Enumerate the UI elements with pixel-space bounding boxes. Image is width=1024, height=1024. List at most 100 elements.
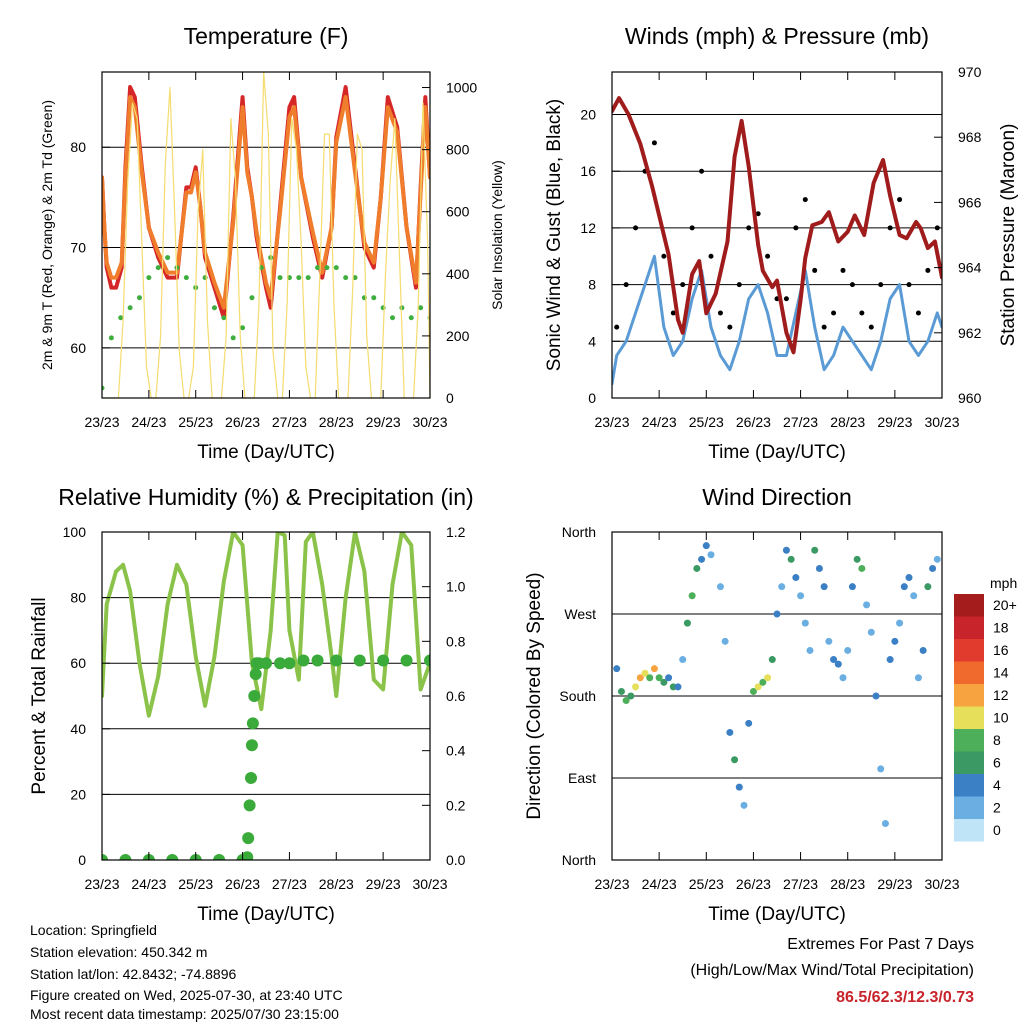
colorbar-title: mph bbox=[990, 575, 1017, 591]
point-dewpoint bbox=[221, 315, 227, 321]
wind-direction-point bbox=[834, 660, 842, 668]
wind-direction-point bbox=[683, 619, 691, 627]
point-gust bbox=[897, 197, 903, 203]
colorbar-swatch bbox=[954, 661, 984, 684]
point-dewpoint bbox=[240, 325, 246, 331]
y-tick-label: 12 bbox=[580, 220, 596, 236]
point-dewpoint bbox=[418, 305, 424, 311]
wind-direction-point bbox=[759, 678, 767, 686]
point-precip bbox=[213, 854, 226, 860]
point-gust bbox=[783, 296, 789, 302]
point-precip bbox=[166, 854, 179, 860]
wind-direction-point bbox=[702, 542, 710, 550]
y-tick-label: 70 bbox=[70, 240, 86, 256]
plot-frame bbox=[101, 71, 431, 399]
point-dewpoint bbox=[380, 305, 386, 311]
y-tick-label-right: 966 bbox=[958, 194, 982, 210]
x-tick-label: 27/23 bbox=[783, 414, 818, 430]
point-precip bbox=[297, 654, 310, 667]
y-tick-label: 80 bbox=[70, 590, 86, 606]
y-tick-label: 20 bbox=[70, 786, 86, 802]
point-gust bbox=[623, 282, 629, 288]
plot-frame bbox=[101, 531, 431, 861]
point-dewpoint bbox=[127, 305, 133, 311]
wind-direction-point bbox=[745, 719, 753, 727]
wind-direction-point bbox=[877, 765, 885, 773]
point-dewpoint bbox=[296, 275, 302, 281]
colorbar-label: 0 bbox=[993, 822, 1001, 838]
y-tick-label: 100 bbox=[63, 524, 87, 540]
point-precip bbox=[260, 657, 272, 670]
y-tick-label: North bbox=[562, 524, 596, 540]
wind-direction-point bbox=[665, 674, 673, 682]
point-gust bbox=[708, 253, 714, 259]
figure-created: Figure created on Wed, 2025-07-30, at 23… bbox=[30, 987, 343, 1003]
wind-direction-point bbox=[778, 583, 786, 591]
x-tick-label: 25/23 bbox=[689, 414, 724, 430]
point-dewpoint bbox=[102, 385, 105, 391]
wind-direction-point bbox=[782, 546, 790, 554]
x-tick-label: 28/23 bbox=[830, 876, 865, 892]
wind-direction-point bbox=[811, 546, 819, 554]
plot-frame bbox=[611, 71, 943, 399]
point-precip bbox=[248, 690, 261, 702]
recent-data-timestamp: Most recent data timestamp: 2025/07/30 2… bbox=[30, 1006, 339, 1022]
point-dewpoint bbox=[118, 315, 124, 321]
colorbar-swatch bbox=[954, 819, 984, 842]
wind-direction-point bbox=[867, 628, 875, 636]
y-tick-label: 0 bbox=[588, 390, 596, 406]
wind-direction-point bbox=[646, 674, 654, 682]
point-dewpoint bbox=[211, 305, 217, 311]
y-tick-label-right: 0.6 bbox=[446, 688, 466, 704]
x-tick-label: 26/23 bbox=[736, 414, 771, 430]
y-tick-label: 80 bbox=[70, 139, 86, 155]
point-gust bbox=[859, 310, 865, 316]
wind-direction-point bbox=[674, 683, 682, 691]
extremes-subtitle: (High/Low/Max Wind/Total Precipitation) bbox=[690, 962, 974, 979]
point-dewpoint bbox=[408, 315, 414, 321]
point-precip bbox=[246, 717, 259, 730]
x-tick-label: 23/23 bbox=[594, 876, 629, 892]
x-tick-label: 27/23 bbox=[783, 876, 818, 892]
point-gust bbox=[812, 267, 818, 273]
colorbar-label: 4 bbox=[993, 777, 1001, 793]
wind-direction-point bbox=[820, 583, 828, 591]
x-tick-label: 27/23 bbox=[272, 876, 307, 892]
y-tick-label: 8 bbox=[588, 277, 596, 293]
point-gust bbox=[849, 282, 855, 288]
colorbar-swatch bbox=[954, 706, 984, 729]
wind-direction-point bbox=[792, 574, 800, 582]
wind-direction-point bbox=[858, 564, 866, 572]
colorbar-label: 20+ bbox=[993, 597, 1017, 613]
x-tick-label: 26/23 bbox=[225, 414, 260, 430]
point-dewpoint bbox=[277, 275, 283, 281]
y-tick-label-right: 400 bbox=[446, 266, 470, 282]
chart-title: Winds (mph) & Pressure (mb) bbox=[625, 23, 929, 49]
x-tick-label: 24/23 bbox=[131, 414, 166, 430]
point-dewpoint bbox=[155, 265, 161, 271]
point-precip bbox=[424, 654, 430, 667]
colorbar-label: 10 bbox=[993, 710, 1009, 726]
wind-direction-point bbox=[698, 555, 706, 563]
y-axis-label: Percent & Total Rainfall bbox=[29, 597, 50, 794]
plot-area bbox=[102, 72, 430, 398]
y-tick-label-right: 0.2 bbox=[446, 797, 466, 813]
y-tick-label: 20 bbox=[580, 107, 596, 123]
point-dewpoint bbox=[399, 305, 405, 311]
y-axis-label-right: Station Pressure (Maroon) bbox=[998, 124, 1019, 347]
point-precip bbox=[245, 772, 258, 784]
wind-direction-point bbox=[617, 687, 625, 695]
y-tick-label-right: 962 bbox=[958, 325, 982, 341]
series-wind bbox=[612, 254, 942, 386]
wind-direction-point bbox=[797, 592, 805, 600]
station-elevation: Station elevation: 450.342 m bbox=[30, 944, 208, 960]
point-gust bbox=[802, 197, 808, 203]
point-gust bbox=[793, 225, 799, 231]
x-tick-label: 30/23 bbox=[924, 414, 959, 430]
plot-area bbox=[613, 542, 941, 828]
x-tick-label: 23/23 bbox=[84, 876, 119, 892]
point-dewpoint bbox=[390, 315, 396, 321]
point-gust bbox=[755, 211, 761, 217]
x-tick-label: 24/23 bbox=[642, 414, 677, 430]
